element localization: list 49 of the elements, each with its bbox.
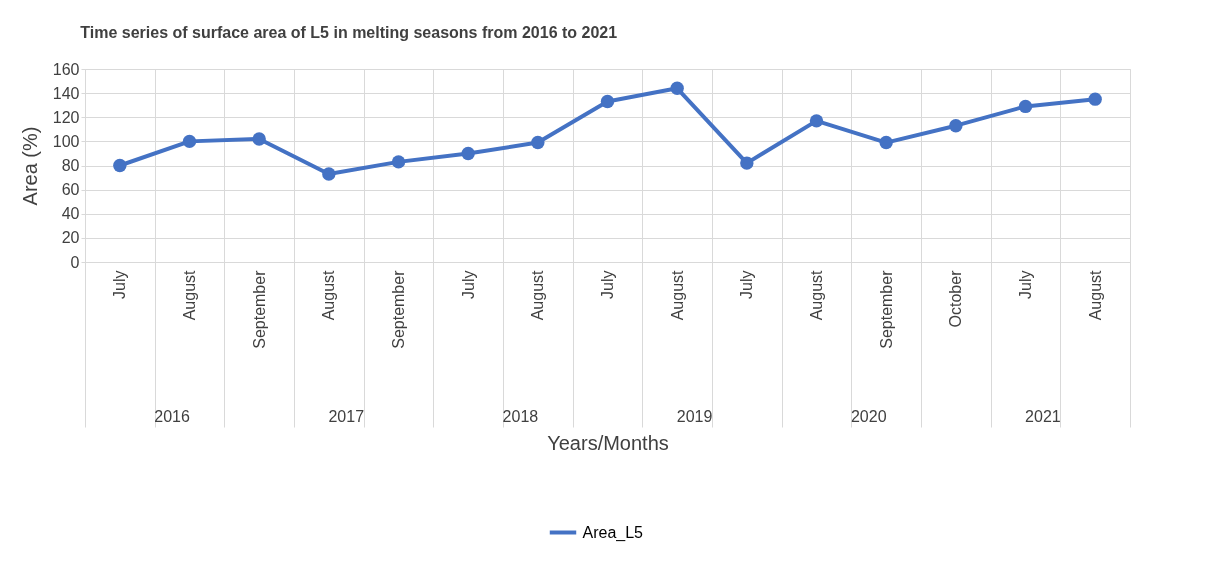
x-tick-label: September bbox=[250, 269, 268, 349]
text: 2019 bbox=[676, 408, 713, 425]
point bbox=[322, 167, 336, 181]
x-tick-label: July bbox=[599, 270, 616, 299]
y-axis-title: Area (%) bbox=[18, 126, 41, 206]
y-tick-label: 40 bbox=[61, 205, 80, 223]
point bbox=[252, 132, 266, 146]
point bbox=[600, 94, 615, 109]
y-tick-label: 20 bbox=[61, 229, 80, 247]
x-tick-label: August bbox=[808, 269, 825, 321]
text: 2021 bbox=[1025, 408, 1061, 425]
point bbox=[461, 146, 475, 161]
point bbox=[391, 155, 406, 169]
point bbox=[531, 135, 545, 150]
point bbox=[1018, 99, 1033, 114]
point bbox=[740, 156, 754, 170]
y-tick-label: 120 bbox=[52, 108, 80, 126]
x-tick-label: October bbox=[947, 269, 965, 328]
text: 2018 bbox=[502, 408, 539, 425]
x-tick-label: August bbox=[529, 269, 547, 321]
text: 2016 bbox=[154, 408, 190, 425]
y-tick-label: 160 bbox=[52, 60, 80, 78]
x-tick-label: July bbox=[111, 270, 129, 299]
x-tick-label: July bbox=[1017, 270, 1034, 299]
x-axis-title: Years/Months bbox=[547, 432, 669, 454]
point bbox=[670, 81, 684, 95]
text: 2017 bbox=[328, 408, 365, 425]
point bbox=[809, 114, 824, 128]
y-tick-label: 60 bbox=[61, 181, 80, 199]
y-tick-label: 0 bbox=[70, 253, 80, 271]
y-tick-label: 80 bbox=[61, 157, 80, 174]
x-tick-label: August bbox=[181, 269, 198, 321]
text: 2020 bbox=[850, 408, 887, 425]
point bbox=[1088, 92, 1102, 106]
legend-label: Area_L5 bbox=[582, 523, 644, 542]
y-tick-label: 100 bbox=[52, 132, 80, 150]
point bbox=[113, 158, 127, 173]
x-tick-label: September bbox=[390, 269, 407, 349]
point bbox=[949, 119, 963, 133]
x-tick-label: August bbox=[668, 269, 686, 321]
x-tick-label: August bbox=[320, 269, 338, 321]
x-tick-label: August bbox=[1086, 269, 1104, 321]
point bbox=[879, 135, 893, 150]
x-tick-label: September bbox=[877, 269, 895, 349]
point bbox=[182, 134, 197, 149]
x-tick-label: July bbox=[459, 270, 477, 299]
chart-title: Time series of surface area of L5 in melting seasons from 2016 to 2021 bbox=[80, 24, 618, 41]
y-tick-label: 140 bbox=[52, 84, 80, 102]
x-tick-label: July bbox=[738, 270, 756, 299]
